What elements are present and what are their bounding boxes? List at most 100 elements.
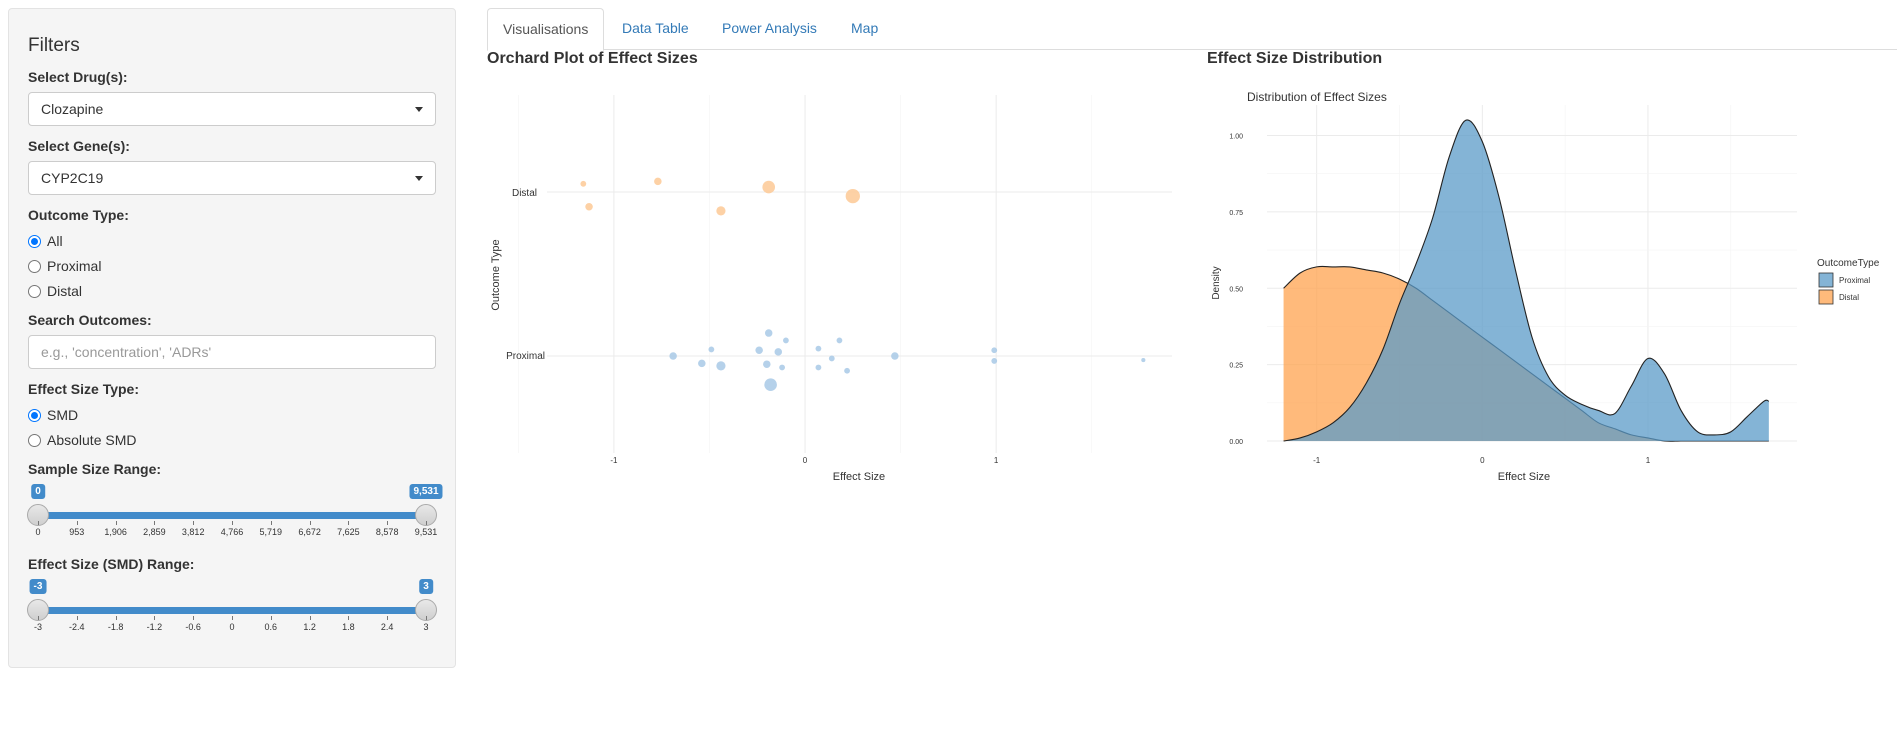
slider-tick-label: -0.6 xyxy=(185,622,201,632)
slider-tick-label: 8,578 xyxy=(375,527,399,537)
slider-bar[interactable] xyxy=(38,607,426,614)
slider-tick-label: -1.2 xyxy=(146,622,163,632)
slider-tick-label: 1.2 xyxy=(303,622,316,632)
radio-selected-icon[interactable] xyxy=(28,408,41,422)
slider-tick xyxy=(387,521,389,525)
x-tick-label: 1 xyxy=(1646,456,1651,465)
y-tick-label: 0.00 xyxy=(1229,439,1243,446)
slider-tick xyxy=(309,616,311,620)
gene-label: Select Gene(s): xyxy=(28,138,130,154)
sample-size-range-label: Sample Size Range: xyxy=(28,461,162,477)
chevron-down-icon xyxy=(415,107,423,112)
effect-radio-absolute-smd[interactable]: Absolute SMD xyxy=(28,430,136,450)
gene-select[interactable]: CYP2C19 xyxy=(28,161,436,195)
slider-to-label: 9,531 xyxy=(409,484,443,499)
x-tick-label: 1 xyxy=(994,456,999,465)
smd-range-label: Effect Size (SMD) Range: xyxy=(28,556,195,572)
orchard-plot-title: Orchard Plot of Effect Sizes xyxy=(487,50,698,67)
outcome-option-label: All xyxy=(47,233,63,249)
slider-from-handle[interactable] xyxy=(27,599,49,621)
smd-range-slider[interactable]: -3 3 -3 -2.4 -1.8 -1.2 -0.6 0 0.6 1.2 1.8 2.4 3 xyxy=(27,579,437,655)
data-point-proximal xyxy=(763,360,771,368)
slider-tick xyxy=(348,521,350,525)
slider-to-handle[interactable] xyxy=(415,504,437,526)
effect-radio-smd[interactable]: SMD xyxy=(28,405,78,425)
slider-tick-label: 7,625 xyxy=(337,527,360,537)
data-point-proximal xyxy=(815,364,822,371)
legend-title: OutcomeType xyxy=(1817,258,1880,269)
slider-tick-label: 1,906 xyxy=(104,527,127,537)
slider-tick xyxy=(426,616,427,620)
data-point-proximal xyxy=(779,364,785,371)
outcome-radio-all[interactable]: All xyxy=(28,231,63,251)
y-tick-label: 0.25 xyxy=(1229,363,1243,370)
filters-panel: Filters Select Drug(s): Clozapine Select… xyxy=(8,8,456,668)
plot-grid xyxy=(518,95,1172,453)
slider-tick-label: 0.6 xyxy=(264,622,278,632)
data-point-proximal xyxy=(669,352,677,360)
tab-visualisations[interactable]: Visualisations xyxy=(487,8,605,51)
data-point-distal xyxy=(585,203,593,211)
y-axis-label: Density xyxy=(1211,266,1222,299)
legend-key-proximal xyxy=(1818,272,1834,288)
x-tick-label: 0 xyxy=(1480,456,1485,465)
slider-tick xyxy=(426,521,427,525)
data-point-proximal xyxy=(891,352,899,360)
slider-tick xyxy=(76,616,78,620)
data-point-distal xyxy=(762,180,776,194)
data-point-proximal xyxy=(815,345,822,352)
legend-label-distal: Distal xyxy=(1839,293,1859,302)
data-point-proximal xyxy=(755,346,763,355)
slider-tick xyxy=(76,521,78,525)
x-axis-label: Effect Size xyxy=(833,471,885,483)
outcome-radio-distal[interactable]: Distal xyxy=(28,281,82,301)
radio-unselected-icon[interactable] xyxy=(28,284,41,298)
slider-tick xyxy=(38,616,39,620)
slider-from-handle[interactable] xyxy=(27,504,49,526)
data-point-distal xyxy=(716,206,726,216)
slider-tick xyxy=(154,521,156,525)
legend-label-proximal: Proximal xyxy=(1839,276,1870,285)
slider-bar[interactable] xyxy=(38,512,426,519)
drug-select-value: Clozapine xyxy=(41,101,104,117)
x-tick-label: -1 xyxy=(610,456,618,465)
slider-tick xyxy=(115,616,117,620)
slider-from-label: 0 xyxy=(31,484,45,499)
radio-unselected-icon[interactable] xyxy=(28,259,41,273)
slider-to-handle[interactable] xyxy=(415,599,437,621)
radio-selected-icon[interactable] xyxy=(28,234,41,248)
density-areas xyxy=(1283,119,1770,442)
tab-power-analysis[interactable]: Power Analysis xyxy=(722,20,817,36)
slider-to-label: 3 xyxy=(419,579,433,594)
outcome-radio-proximal[interactable]: Proximal xyxy=(28,256,101,276)
slider-tick-label: -2.4 xyxy=(69,622,85,632)
effect-size-distribution-title: Effect Size Distribution xyxy=(1207,50,1383,67)
chart-subtitle: Distribution of Effect Sizes xyxy=(1247,90,1387,104)
slider-tick-label: 2,859 xyxy=(143,527,166,537)
orchard-plot: Distal Proximal Outcome Type Effect Size… xyxy=(490,95,1172,483)
data-point-proximal xyxy=(991,347,998,354)
tab-data-table[interactable]: Data Table xyxy=(622,20,689,36)
density-plot: 0.00 0.25 0.50 0.75 1.00 -1 0 1 Distribution of… xyxy=(1211,90,1880,483)
slider-tick-label: 0 xyxy=(35,527,41,537)
y-axis-label: Outcome Type xyxy=(490,239,502,310)
data-point-proximal xyxy=(708,346,715,353)
slider-tick xyxy=(154,616,156,620)
tab-map[interactable]: Map xyxy=(851,20,879,36)
drug-select[interactable]: Clozapine xyxy=(28,92,436,126)
slider-tick xyxy=(348,616,350,620)
slider-tick-label: -3 xyxy=(33,622,43,632)
slider-tick xyxy=(232,616,233,620)
slider-tick xyxy=(387,616,389,620)
slider-tick-label: 3,812 xyxy=(181,527,205,537)
x-tick-label: -1 xyxy=(1313,456,1321,465)
data-point-proximal xyxy=(828,355,835,362)
sample-size-slider[interactable]: 0 9,531 0 953 1,906 2,859 3,812 4,766 5,719 6,6… xyxy=(27,484,443,560)
density-area-proximal xyxy=(1283,119,1769,441)
radio-unselected-icon[interactable] xyxy=(28,433,41,447)
effect-option-label: SMD xyxy=(47,407,79,423)
y-tick-label: 0.75 xyxy=(1229,210,1243,217)
data-point-proximal xyxy=(1141,358,1146,363)
search-outcomes-input[interactable]: e.g., 'concentration', 'ADRs' xyxy=(28,335,436,369)
data-point-distal xyxy=(580,180,587,187)
